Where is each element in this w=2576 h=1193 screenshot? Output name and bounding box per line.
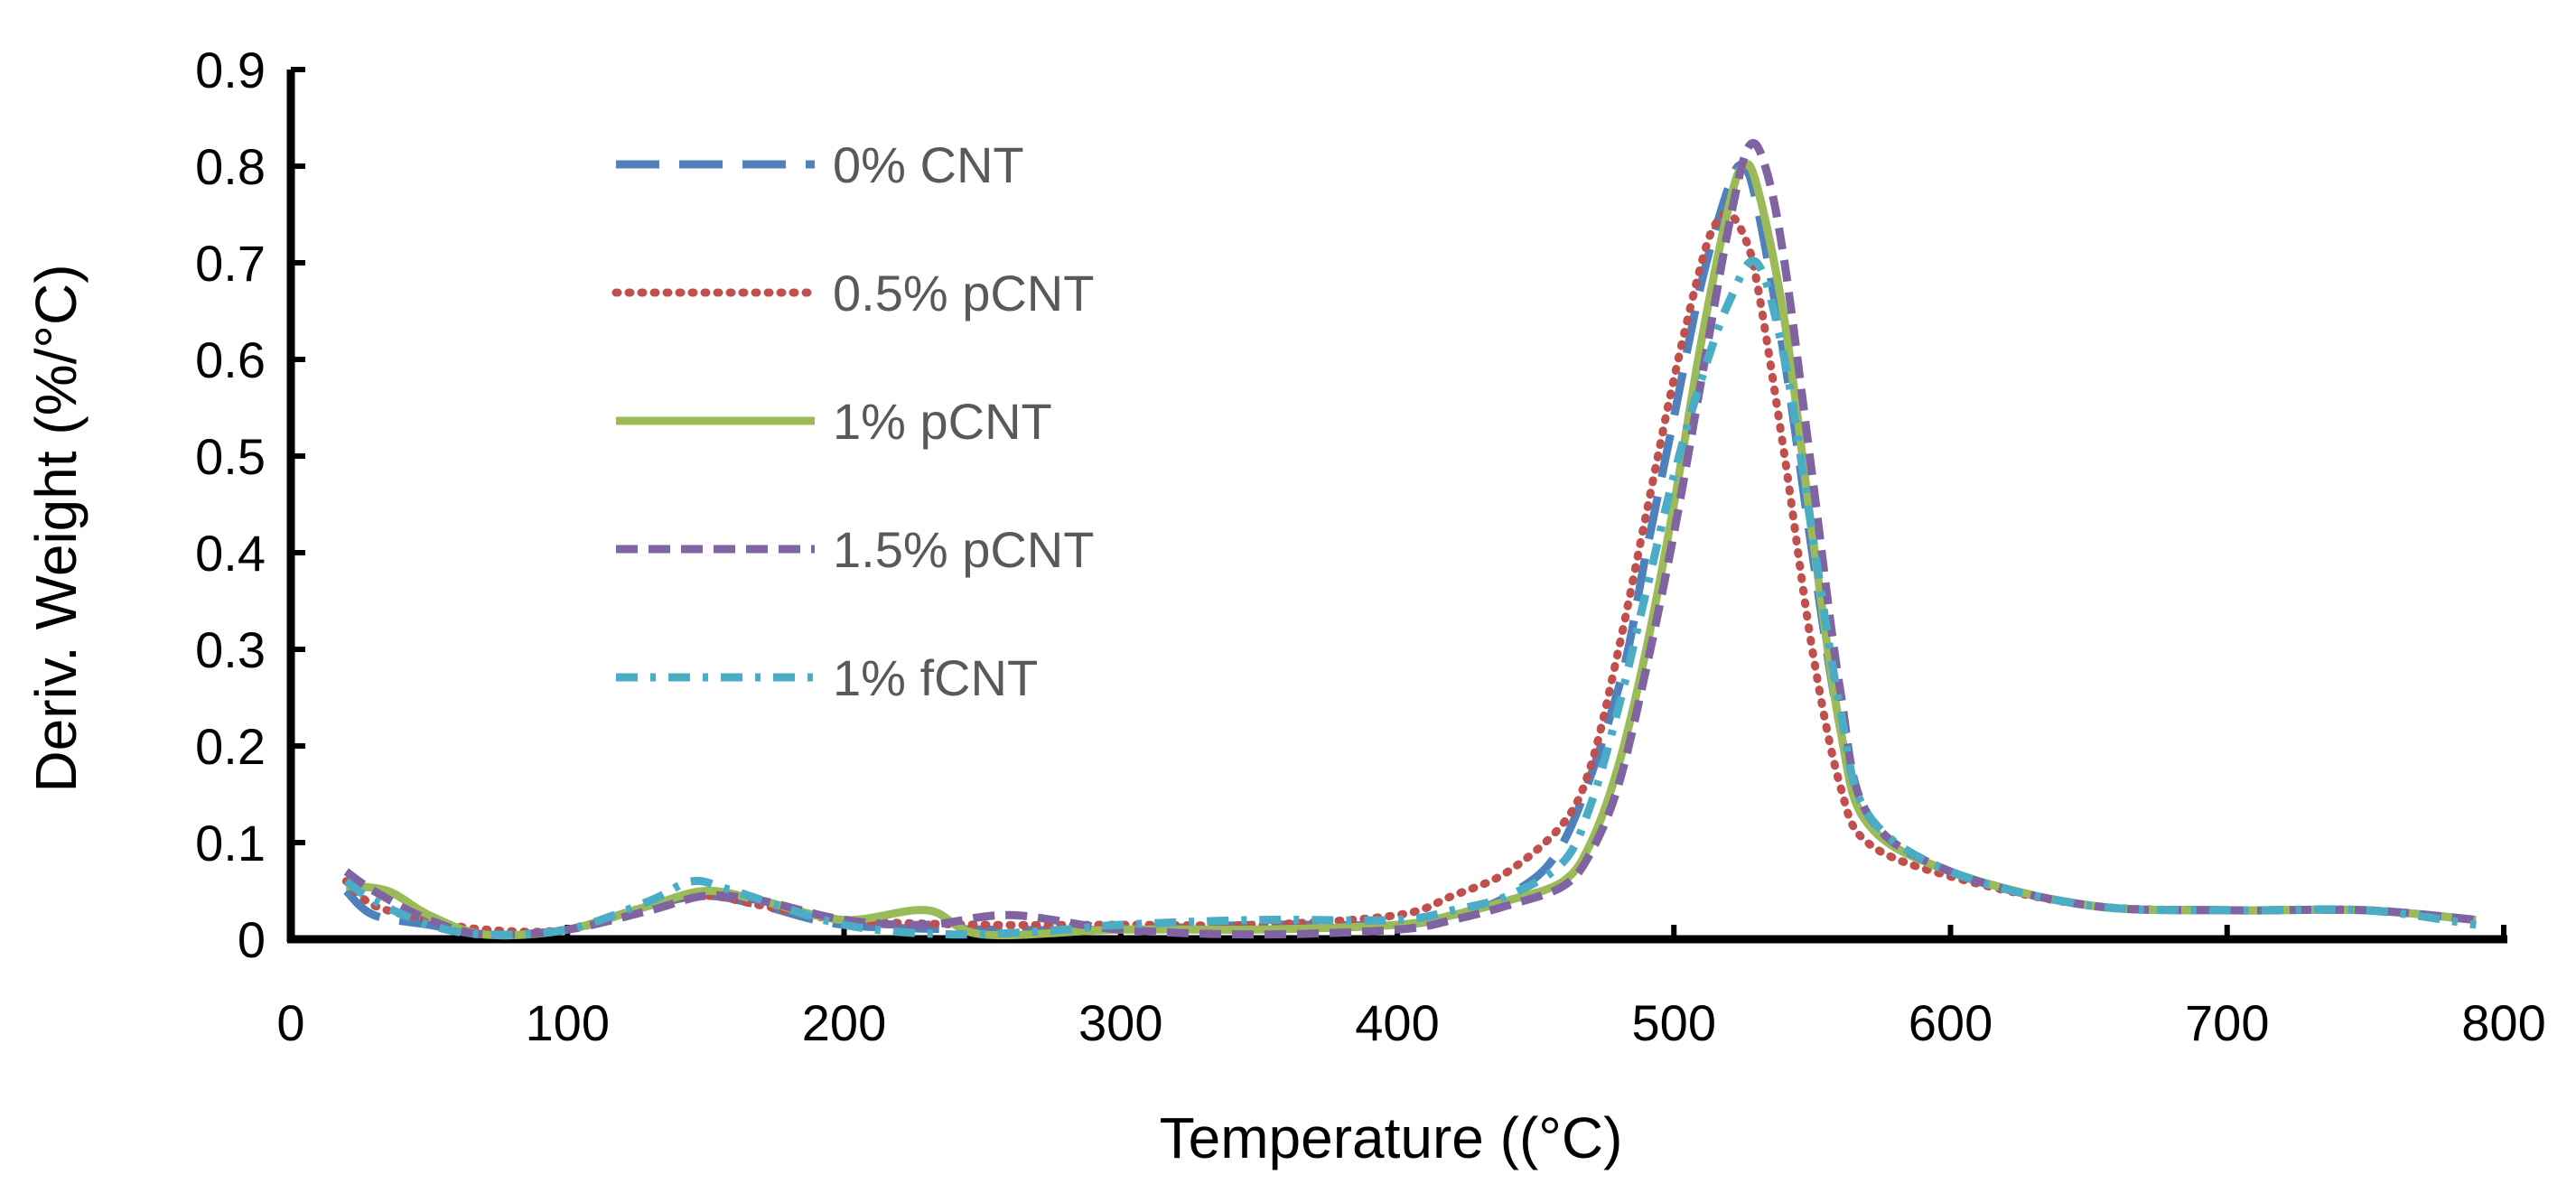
legend-label-1-fcnt: 1% fCNT	[833, 649, 1038, 706]
y-tick-label: 0.6	[195, 331, 266, 388]
series-line-0-5-pcnt	[341, 210, 2480, 937]
y-tick-label: 0.1	[195, 815, 266, 871]
legend-label-0-5-pcnt: 0.5% pCNT	[833, 265, 1094, 322]
x-tick-label: 600	[1909, 994, 1993, 1051]
x-tick-label: 800	[2461, 994, 2545, 1051]
series-line-1-fcnt	[343, 256, 2477, 939]
legend: 0% CNT 0.5% pCNT 1% pCNT 1.5% pCNT 1% fCNT	[611, 136, 1094, 706]
y-axis-title: Deriv. Weight (%/°C)	[23, 264, 89, 792]
legend-label-1-5-pcnt: 1.5% pCNT	[833, 521, 1094, 578]
y-tick-label: 0.3	[195, 621, 266, 678]
x-tick-label: 300	[1078, 994, 1162, 1051]
x-axis-title: Temperature ((°C)	[1160, 1105, 1623, 1170]
y-tick-label: 0.5	[195, 428, 266, 485]
axes: 0 0.1 0.2 0.3 0.4 0.5 0.6 0.7 0.8 0.9 0 100 200 300 40…	[195, 42, 2546, 1051]
legend-label-1-pcnt: 1% pCNT	[833, 393, 1052, 450]
series-group	[341, 138, 2480, 940]
y-tick-label: 0.2	[195, 718, 266, 775]
y-tick-label: 0.4	[195, 525, 266, 582]
x-tick-label: 500	[1632, 994, 1716, 1051]
y-tick-label: 0.9	[195, 42, 266, 98]
y-tick-label: 0.8	[195, 138, 266, 195]
legend-label-0-cnt: 0% CNT	[833, 136, 1024, 193]
y-tick-label: 0	[238, 911, 266, 968]
x-tick-label: 200	[802, 994, 886, 1051]
x-tick-label: 100	[526, 994, 610, 1051]
x-tick-label: 0	[276, 994, 304, 1051]
x-tick-label: 400	[1355, 994, 1439, 1051]
series-line-1-5-pcnt	[343, 138, 2477, 939]
x-tick-label: 700	[2185, 994, 2269, 1051]
y-tick-label: 0.7	[195, 235, 266, 292]
